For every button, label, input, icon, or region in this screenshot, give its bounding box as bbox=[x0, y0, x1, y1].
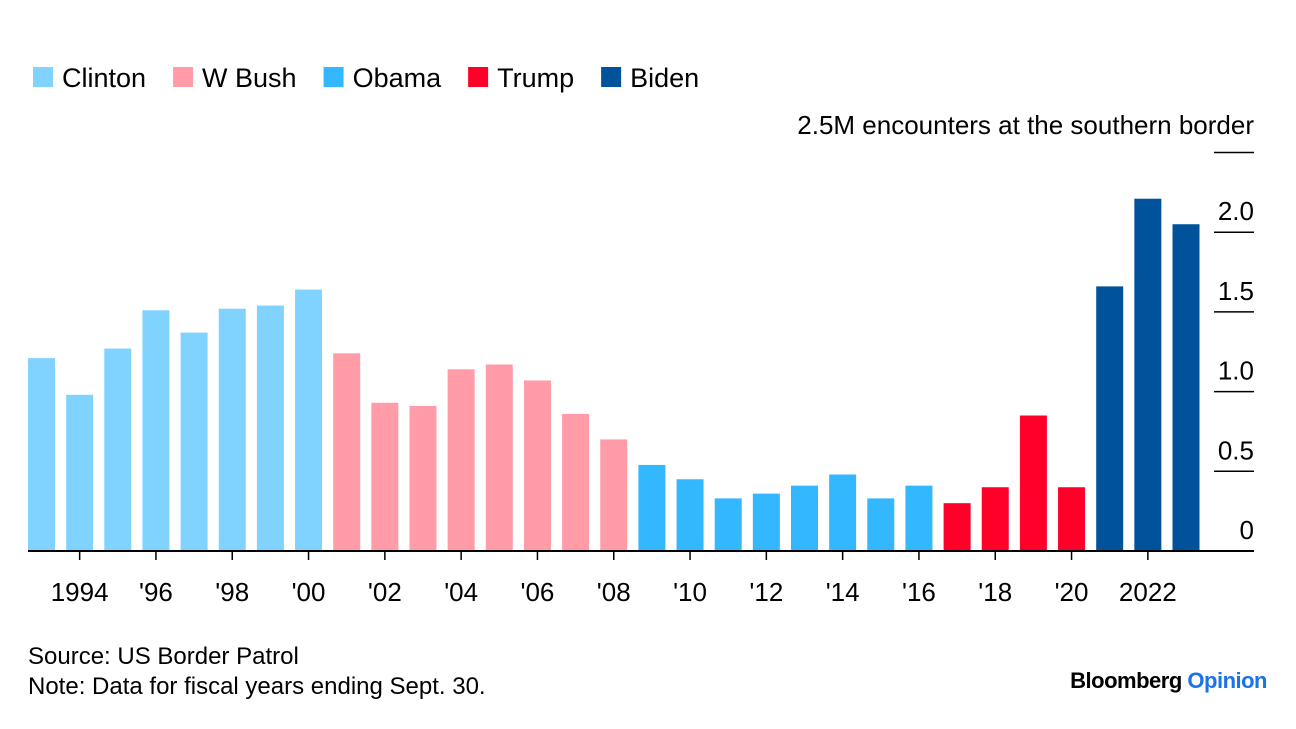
bar-2001 bbox=[333, 353, 361, 551]
bar-2002 bbox=[371, 402, 399, 551]
legend-swatch bbox=[323, 67, 344, 87]
y-tick-label: 2.0 bbox=[1218, 196, 1254, 226]
legend-item: Obama bbox=[323, 63, 443, 93]
bar-2010 bbox=[676, 479, 704, 551]
bar-1994 bbox=[66, 394, 94, 551]
bar-1999 bbox=[256, 305, 284, 551]
x-tick-label: 2022 bbox=[1119, 577, 1177, 607]
bar-2016 bbox=[905, 485, 933, 551]
bar-2007 bbox=[562, 413, 590, 551]
legend: Clinton W Bush Obama Trump Biden bbox=[33, 63, 699, 93]
bar-2019 bbox=[1019, 415, 1047, 551]
legend-item: Biden bbox=[601, 63, 699, 93]
bar-2008 bbox=[600, 439, 628, 551]
bar-1995 bbox=[104, 348, 132, 551]
bar-2021 bbox=[1096, 286, 1124, 551]
bar-2017 bbox=[943, 503, 971, 551]
x-tick-label: '00 bbox=[292, 577, 326, 607]
source-note: Source: US Border Patrol bbox=[28, 643, 299, 670]
legend-label: Biden bbox=[630, 63, 699, 93]
x-tick-label: '10 bbox=[673, 577, 707, 607]
x-tick-label: '04 bbox=[444, 577, 478, 607]
x-tick-label: '20 bbox=[1055, 577, 1089, 607]
gridlines: 0 0.5 1.0 1.5 2.0 bbox=[1214, 151, 1254, 545]
x-tick-label: '18 bbox=[978, 577, 1012, 607]
bar-2003 bbox=[409, 405, 437, 551]
bar-2022 bbox=[1134, 198, 1162, 551]
bar-2018 bbox=[981, 487, 1009, 551]
bar-2023 bbox=[1172, 224, 1200, 552]
legend-label: Clinton bbox=[62, 63, 146, 93]
x-tick-label: 1994 bbox=[51, 577, 109, 607]
bar-2009 bbox=[638, 464, 666, 551]
bar-1997 bbox=[180, 332, 208, 551]
x-tick-label: '02 bbox=[368, 577, 402, 607]
y-tick-label: 0.5 bbox=[1218, 435, 1254, 465]
legend-item: Trump bbox=[468, 63, 574, 93]
bar-1993 bbox=[28, 358, 55, 551]
y-tick-label: 1.0 bbox=[1218, 356, 1254, 386]
x-tick-label: '08 bbox=[597, 577, 631, 607]
x-tick-label: '12 bbox=[749, 577, 783, 607]
legend-swatch bbox=[468, 67, 489, 87]
bar-2014 bbox=[829, 474, 857, 551]
bar-2005 bbox=[485, 364, 513, 551]
bar-2013 bbox=[791, 485, 818, 551]
bloomberg-opinion-logo: Bloomberg Opinion bbox=[1070, 668, 1267, 693]
x-tick-label: '98 bbox=[215, 577, 249, 607]
y-tick-label: 0 bbox=[1240, 515, 1254, 545]
bar-2020 bbox=[1058, 487, 1086, 551]
bar-2012 bbox=[752, 493, 780, 551]
legend-swatch bbox=[173, 67, 194, 87]
bar-2015 bbox=[867, 498, 895, 551]
bar-2006 bbox=[523, 380, 551, 551]
legend-item: W Bush bbox=[173, 63, 297, 93]
legend-label: Trump bbox=[497, 63, 574, 93]
x-axis: 1994 '96 '98 '00 '02 '04 '06 '08 '10 '12 '14 '16 '18… bbox=[28, 550, 1254, 607]
legend-swatch bbox=[601, 67, 622, 87]
x-tick-label: '06 bbox=[521, 577, 555, 607]
legend-swatch bbox=[33, 67, 53, 87]
bar-1998 bbox=[218, 308, 246, 551]
bars bbox=[28, 198, 1200, 552]
bar-2011 bbox=[714, 498, 742, 551]
legend-label: W Bush bbox=[202, 63, 297, 93]
legend-item: Clinton bbox=[33, 63, 146, 93]
x-tick-label: '16 bbox=[902, 577, 936, 607]
data-note: Note: Data for fiscal years ending Sept.… bbox=[28, 673, 486, 700]
x-tick-label: '14 bbox=[826, 577, 860, 607]
x-tick-label: '96 bbox=[139, 577, 173, 607]
bar-2000 bbox=[295, 289, 323, 551]
y-axis-label: 2.5M encounters at the southern border bbox=[797, 110, 1254, 140]
y-tick-label: 1.5 bbox=[1218, 276, 1254, 306]
bar-2004 bbox=[447, 369, 475, 551]
bar-1996 bbox=[142, 310, 170, 551]
legend-label: Obama bbox=[353, 63, 443, 93]
